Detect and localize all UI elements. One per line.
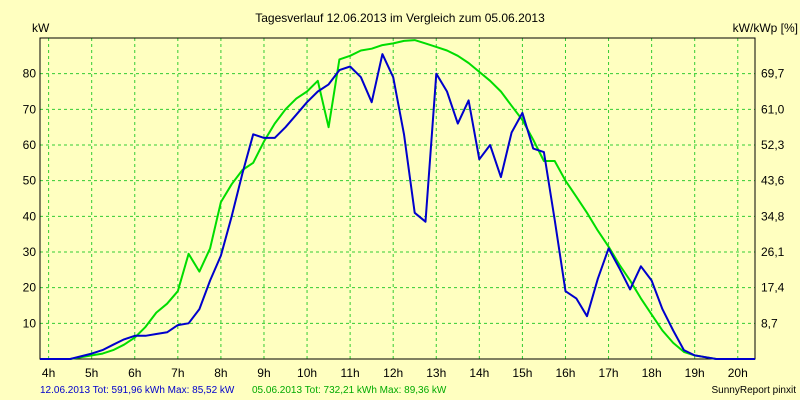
y-axis-label: kW [32,21,50,35]
x-tick-label: 16h [555,366,575,380]
x-tick-label: 20h [728,366,748,380]
x-tick-label: 7h [171,366,184,380]
x-tick-label: 6h [128,366,141,380]
series-lines [40,39,755,360]
y2-tick-label: 34,8 [761,209,785,223]
x-tick-label: 5h [85,366,98,380]
y-tick-label: 50 [23,174,37,188]
grid [40,38,755,359]
y2-tick-label: 61,0 [761,102,785,116]
y2-axis-label: kW/kWp [%] [733,21,798,35]
y-tick-label: 40 [23,209,37,223]
credit-text: SunnyReport pinxit [712,385,797,396]
y-tick-label: 80 [23,67,37,81]
x-tick-label: 4h [42,366,55,380]
y2-tick-label: 8,7 [761,316,778,330]
y-tick-label: 60 [23,138,37,152]
y-tick-label: 70 [23,102,37,116]
x-tick-label: 13h [426,366,446,380]
y2-tick-label: 17,4 [761,281,785,295]
legend-entry-12-06: 12.06.2013 Tot: 591,96 kWh Max: 85,52 kW [40,385,235,396]
tick-labels: 4h 5h 6h 7h 8h 9h 10h 11h 12h 13h 14h 15h 16h 17h 18h 1… [23,67,785,380]
y2-tick-label: 69,7 [761,67,785,81]
x-tick-label: 9h [257,366,270,380]
x-tick-label: 8h [214,366,227,380]
x-tick-label: 10h [297,366,317,380]
x-tick-label: 18h [642,366,662,380]
x-tick-label: 11h [341,366,360,380]
x-tick-label: 17h [599,366,619,380]
plot-frame [39,37,756,360]
legend-entry-05-06: 05.06.2013 Tot: 732,21 kWh Max: 89,36 kW [252,385,447,396]
y-tick-label: 30 [23,245,37,259]
x-tick-label: 19h [685,366,705,380]
y2-tick-label: 43,6 [761,174,785,188]
y-tick-label: 20 [23,281,37,295]
x-tick-label: 14h [469,366,489,380]
series-line-05-06-2013 [40,39,755,360]
chart-title: Tagesverlauf 12.06.2013 im Vergleich zum… [255,11,545,25]
y2-tick-label: 26,1 [761,245,785,259]
x-tick-label: 12h [383,366,403,380]
y2-tick-label: 52,3 [761,138,785,152]
series-line-12-06-2013 [40,53,755,360]
x-tick-label: 15h [512,366,532,380]
y-tick-label: 10 [23,316,37,330]
